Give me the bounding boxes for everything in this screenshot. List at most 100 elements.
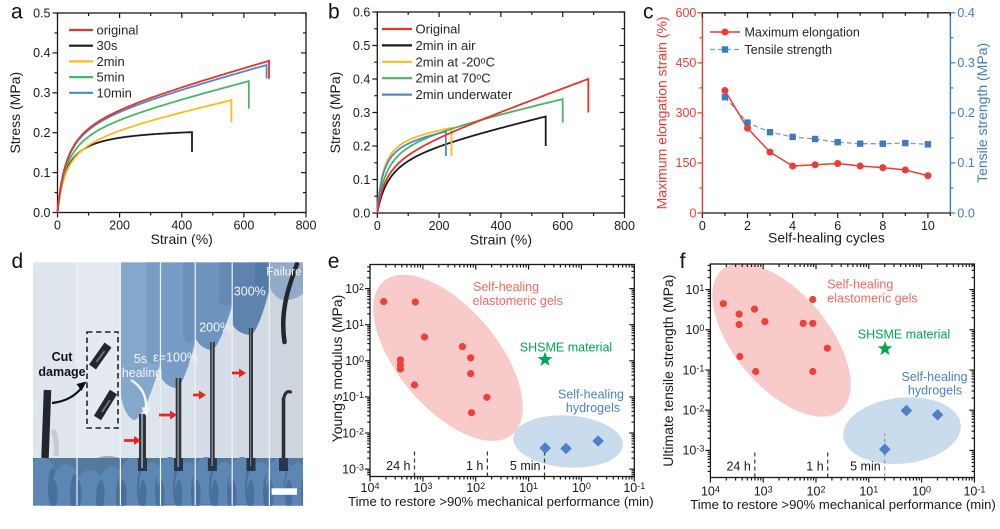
svg-text:Self-healing: Self-healing [473, 280, 539, 294]
svg-text:0.4: 0.4 [353, 72, 370, 86]
svg-text:0: 0 [374, 219, 381, 233]
svg-text:Stress (MPa): Stress (MPa) [327, 72, 343, 154]
svg-text:200: 200 [429, 219, 450, 233]
svg-text:Maximum elongation strain (%): Maximum elongation strain (%) [654, 16, 670, 209]
svg-text:100: 100 [572, 481, 591, 495]
svg-text:0.6: 0.6 [353, 5, 370, 19]
svg-text:10-3: 10-3 [342, 462, 364, 476]
svg-text:a: a [11, 1, 23, 24]
svg-text:Cut: Cut [52, 350, 74, 364]
svg-text:0.2: 0.2 [33, 126, 50, 140]
svg-text:300: 300 [676, 106, 697, 120]
svg-text:10-1: 10-1 [342, 390, 364, 404]
svg-text:8: 8 [879, 219, 886, 233]
svg-text:2min at -20oC: 2min at -20oC [416, 54, 495, 69]
svg-text:2min at 70oC: 2min at 70oC [416, 71, 491, 86]
svg-text:hydrogels: hydrogels [566, 401, 620, 415]
svg-text:102: 102 [466, 481, 485, 495]
svg-text:Young's modulus (MPa): Young's modulus (MPa) [329, 295, 345, 443]
svg-text:5 min: 5 min [850, 460, 881, 474]
svg-text:b: b [328, 1, 340, 24]
svg-text:102: 102 [345, 282, 364, 296]
svg-text:0: 0 [54, 219, 61, 233]
svg-text:2min underwater: 2min underwater [416, 87, 513, 102]
svg-text:Tensile strength (MPa): Tensile strength (MPa) [974, 43, 990, 183]
svg-text:Self-healing: Self-healing [901, 370, 967, 384]
svg-text:0.5: 0.5 [353, 39, 370, 53]
svg-text:Strain (%): Strain (%) [151, 231, 213, 247]
svg-text:original: original [97, 23, 139, 38]
svg-text:600: 600 [676, 6, 697, 20]
svg-text:5s: 5s [134, 352, 147, 366]
svg-text:600: 600 [233, 219, 254, 233]
svg-text:d: d [12, 250, 24, 273]
svg-text:0.2: 0.2 [957, 106, 974, 120]
svg-text:Stress (MPa): Stress (MPa) [7, 72, 23, 154]
svg-text:Self-healing: Self-healing [558, 388, 624, 402]
svg-text:101: 101 [519, 481, 538, 495]
svg-text:SHSME material: SHSME material [858, 328, 950, 342]
svg-text:0.0: 0.0 [957, 206, 974, 220]
svg-text:100: 100 [345, 354, 364, 368]
svg-text:150: 150 [676, 156, 697, 170]
svg-text:6: 6 [834, 219, 841, 233]
svg-text:Original: Original [416, 22, 461, 37]
svg-text:healing: healing [122, 366, 162, 380]
svg-text:5 min: 5 min [510, 459, 541, 473]
svg-text:f: f [680, 250, 686, 273]
svg-text:Ultimate tensile strength (MPa: Ultimate tensile strength (MPa) [660, 275, 676, 467]
svg-text:4: 4 [789, 219, 796, 233]
svg-text:Time to restore >90% mechanica: Time to restore >90% mechanical performa… [348, 494, 654, 509]
svg-text:0.0: 0.0 [33, 206, 50, 220]
svg-text:0: 0 [699, 219, 706, 233]
svg-text:2min: 2min [97, 54, 125, 69]
svg-text:400: 400 [490, 219, 511, 233]
svg-text:101: 101 [345, 318, 364, 332]
svg-text:2: 2 [744, 219, 751, 233]
svg-text:c: c [643, 1, 654, 24]
svg-text:Strain (%): Strain (%) [470, 232, 532, 248]
svg-text:24 h: 24 h [386, 459, 410, 473]
svg-text:0.5: 0.5 [33, 6, 50, 20]
svg-text:0.1: 0.1 [957, 156, 974, 170]
svg-text:800: 800 [296, 219, 317, 233]
svg-text:0.3: 0.3 [353, 106, 370, 120]
svg-text:2min in air: 2min in air [416, 38, 477, 53]
svg-text:Maximum elongation: Maximum elongation [745, 25, 860, 39]
svg-text:1 h: 1 h [466, 459, 483, 473]
svg-text:0.2: 0.2 [353, 139, 370, 153]
svg-text:10: 10 [921, 219, 935, 233]
svg-text:800: 800 [614, 219, 635, 233]
svg-text:400: 400 [171, 219, 192, 233]
svg-text:Self-healing: Self-healing [827, 278, 893, 292]
svg-text:elastomeric gels: elastomeric gels [473, 294, 563, 308]
svg-text:24 h: 24 h [726, 460, 750, 474]
svg-text:0.3: 0.3 [33, 86, 50, 100]
svg-text:0: 0 [689, 206, 696, 220]
svg-text:0.1: 0.1 [33, 166, 50, 180]
svg-text:101: 101 [685, 283, 704, 297]
svg-text:10-2: 10-2 [342, 426, 364, 440]
svg-text:SHSME material: SHSME material [520, 341, 612, 355]
svg-text:200%: 200% [199, 321, 231, 335]
svg-text:10min: 10min [97, 85, 132, 100]
svg-text:10-1: 10-1 [623, 481, 645, 495]
svg-text:0.4: 0.4 [33, 46, 50, 60]
svg-text:600: 600 [552, 219, 573, 233]
svg-text:100: 100 [685, 323, 704, 337]
svg-text:10-2: 10-2 [682, 404, 704, 418]
svg-text:Failure: Failure [266, 267, 301, 279]
svg-text:5min: 5min [97, 70, 125, 85]
svg-text:Time to restore >90% mechanica: Time to restore >90% mechanical performa… [690, 497, 996, 512]
svg-text:200: 200 [109, 219, 130, 233]
svg-text:10-3: 10-3 [682, 444, 704, 458]
svg-text:0.0: 0.0 [353, 206, 370, 220]
svg-text:10-1: 10-1 [682, 363, 704, 377]
svg-text:e: e [328, 250, 340, 273]
svg-text:elastomeric gels: elastomeric gels [827, 291, 917, 305]
svg-text:Self-healing cycles: Self-healing cycles [768, 230, 885, 246]
svg-text:ε=100%: ε=100% [153, 351, 198, 365]
svg-text:0.1: 0.1 [353, 173, 370, 187]
svg-text:damage: damage [38, 365, 85, 379]
svg-text:0.4: 0.4 [957, 6, 974, 20]
